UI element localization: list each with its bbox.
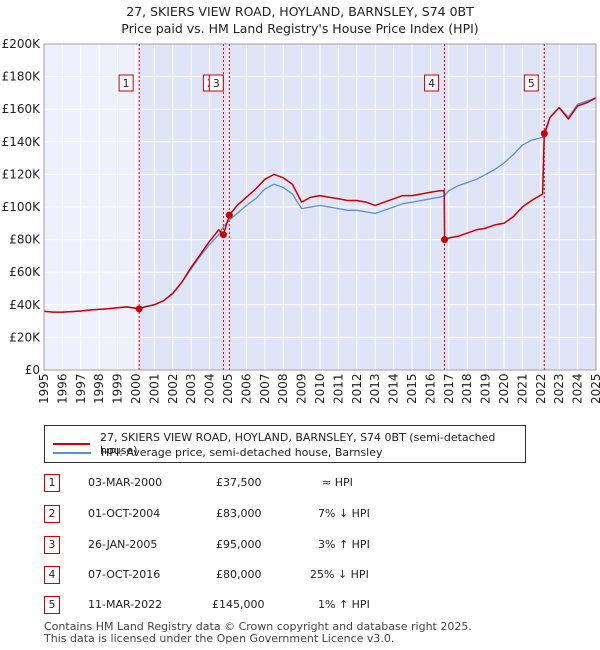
y-tick-label: £200K [2, 37, 42, 51]
transaction-date: 11-MAR-2022 [88, 598, 163, 611]
transaction-price: £37,500 [216, 476, 262, 489]
x-tick-label: 2018 [460, 373, 474, 404]
transaction-label-box [208, 74, 224, 92]
x-tick-label: 2013 [368, 373, 382, 404]
chart-subtitle: Price paid vs. HM Land Registry's House … [121, 21, 479, 36]
x-tick-label: 1996 [55, 373, 69, 404]
chart-title: 27, SKIERS VIEW ROAD, HOYLAND, BARNSLEY,… [126, 4, 474, 19]
x-tick-label: 2014 [387, 373, 401, 404]
footer-copyright: Contains HM Land Registry data © Crown c… [44, 620, 472, 633]
transaction-hpi: 25% ↓ HPI [310, 568, 369, 581]
transaction-number-badge: 1 [44, 474, 60, 492]
transaction-number-badge: 3 [44, 536, 60, 554]
transaction-number-badge: 4 [44, 566, 60, 584]
y-tick-label: £180K [2, 70, 42, 84]
x-tick-label: 2025 [589, 373, 600, 404]
x-tick-label: 2010 [313, 373, 327, 404]
transaction-price: £83,000 [216, 507, 262, 520]
y-tick-label: £160K [2, 102, 42, 116]
x-tick-label: 2004 [203, 373, 217, 404]
transaction-hpi: 3% ↑ HPI [318, 538, 370, 551]
x-tick-label: 2006 [239, 373, 253, 404]
x-tick-label: 1998 [92, 373, 106, 404]
x-tick-label: 2012 [350, 373, 364, 404]
transaction-number-badge: 2 [44, 505, 60, 523]
transaction-point [540, 130, 548, 138]
transaction-number-badge: 5 [44, 596, 60, 614]
transaction-hpi: 7% ↓ HPI [318, 507, 370, 520]
legend-swatch-hpi [53, 451, 91, 454]
y-tick-label: £20K [9, 330, 41, 344]
plot-frame [43, 43, 597, 371]
x-tick-label: 2020 [497, 373, 511, 404]
x-tick-label: 2022 [534, 373, 548, 404]
transaction-label-box [523, 74, 539, 92]
x-tick-label: 2011 [331, 373, 345, 404]
transaction-label-box [118, 74, 134, 92]
legend-item-property: 27, SKIERS VIEW ROAD, HOYLAND, BARNSLEY,… [53, 431, 525, 457]
transaction-label: 3 [213, 78, 220, 90]
x-tick-label: 2009 [295, 373, 309, 404]
transaction-point [225, 211, 233, 219]
transaction-price: £95,000 [216, 538, 262, 551]
property-price-line [43, 97, 597, 313]
transaction-date: 26-JAN-2005 [88, 538, 158, 551]
legend-item-hpi: HPI: Average price, semi-detached house,… [53, 446, 383, 459]
transaction-price: £145,000 [212, 598, 265, 611]
transaction-label: 1 [123, 78, 130, 90]
y-tick-label: £100K [2, 200, 42, 214]
x-tick-label: 2015 [405, 373, 419, 404]
transaction-hpi: ≈ HPI [322, 476, 353, 489]
y-tick-label: £140K [2, 135, 42, 149]
x-tick-label: 2000 [129, 373, 143, 404]
x-tick-label: 2003 [184, 373, 198, 404]
transaction-hpi: 1% ↑ HPI [318, 598, 370, 611]
x-tick-label: 2017 [442, 373, 456, 404]
transaction-point [441, 236, 449, 244]
x-tick-label: 2019 [479, 373, 493, 404]
y-tick-label: £40K [9, 298, 41, 312]
transaction-date: 01-OCT-2004 [88, 507, 161, 520]
transaction-date: 07-OCT-2016 [88, 568, 161, 581]
transaction-point [219, 231, 227, 239]
x-tick-label: 1999 [111, 373, 125, 404]
y-tick-label: £0 [25, 363, 40, 377]
transaction-label: 4 [428, 78, 435, 90]
x-tick-label: 2005 [221, 373, 235, 404]
x-tick-label: 2023 [552, 373, 566, 404]
footer-licence: This data is licensed under the Open Gov… [44, 632, 395, 645]
x-tick-label: 1997 [74, 373, 88, 404]
x-tick-label: 2024 [571, 373, 585, 404]
x-tick-label: 2008 [276, 373, 290, 404]
transaction-point [135, 305, 143, 313]
x-tick-label: 2001 [147, 373, 161, 404]
y-tick-label: £60K [9, 265, 41, 279]
x-tick-label: 2021 [515, 373, 529, 404]
transaction-date: 03-MAR-2000 [88, 476, 163, 489]
transaction-price: £80,000 [216, 568, 262, 581]
x-tick-label: 2007 [258, 373, 272, 404]
legend-swatch-property [53, 443, 91, 445]
x-tick-label: 2002 [166, 373, 180, 404]
x-tick-label: 2016 [423, 373, 437, 404]
transaction-label-box [424, 74, 440, 92]
legend-label-property: 27, SKIERS VIEW ROAD, HOYLAND, BARNSLEY,… [100, 431, 496, 457]
x-tick-label: 1995 [37, 373, 51, 404]
y-tick-label: £80K [9, 233, 41, 247]
transaction-label: 5 [528, 78, 535, 90]
price-chart: 12345£0£20K£40K£60K£80K£100K£120K£140K£1… [2, 37, 600, 404]
legend: 27, SKIERS VIEW ROAD, HOYLAND, BARNSLEY,… [44, 425, 526, 463]
legend-label-hpi: HPI: Average price, semi-detached house,… [101, 446, 383, 459]
y-tick-label: £120K [2, 167, 42, 181]
